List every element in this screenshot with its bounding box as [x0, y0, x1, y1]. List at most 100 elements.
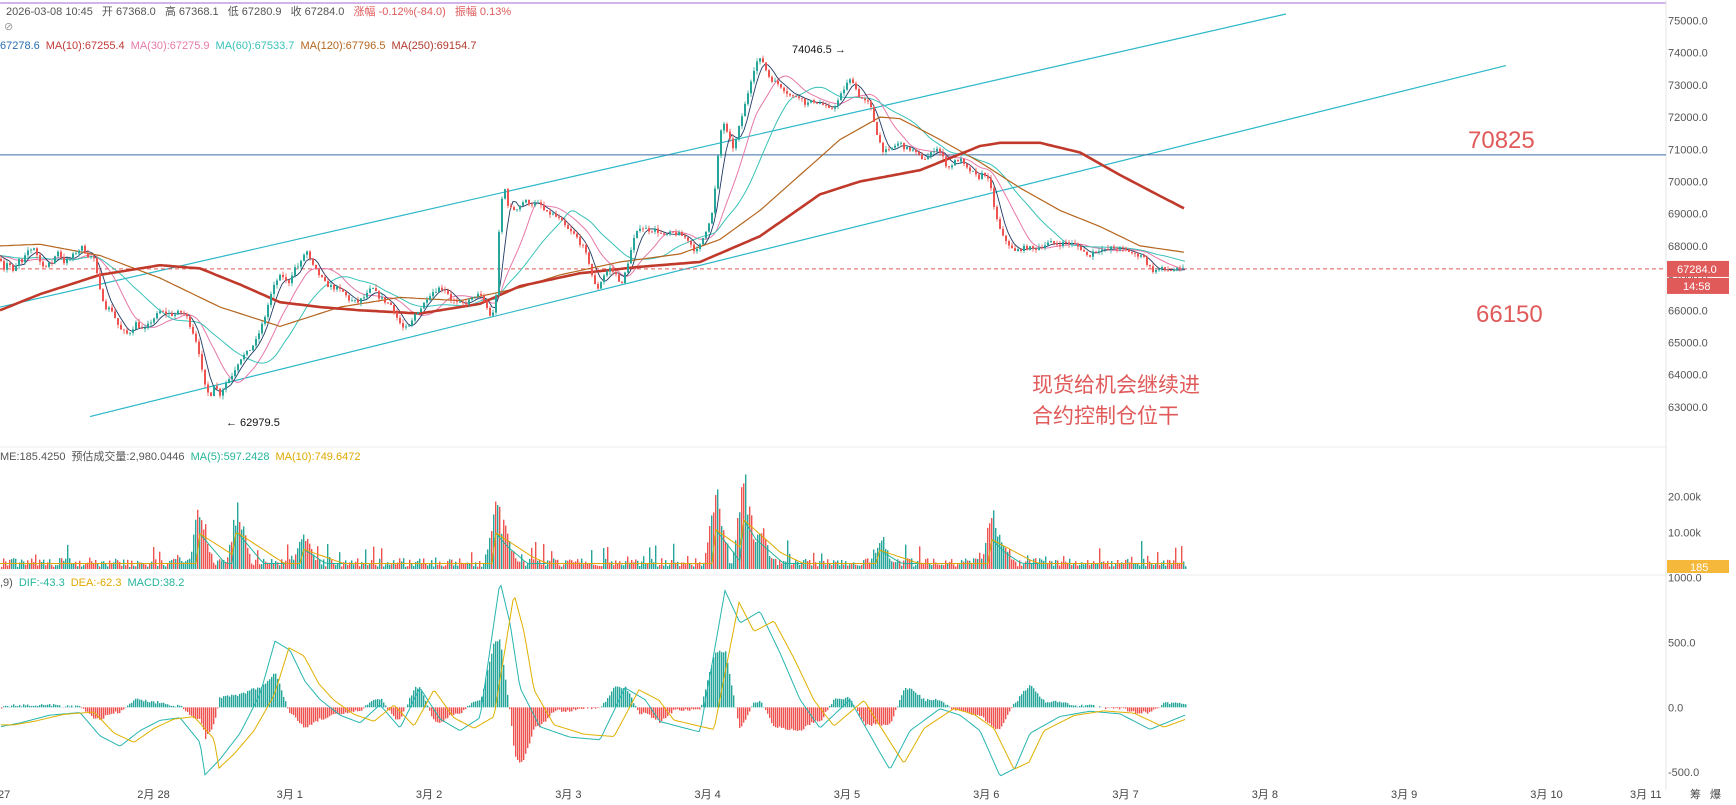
- volume-bar: [931, 564, 933, 569]
- volume-bar: [659, 564, 661, 569]
- volume-bar: [131, 560, 133, 569]
- macd-histogram-bar: [361, 707, 363, 711]
- macd-histogram-bar: [987, 707, 989, 723]
- macd-histogram-bar: [821, 707, 823, 721]
- macd-histogram-bar: [915, 692, 917, 708]
- candle-body: [150, 322, 152, 324]
- volume-bar: [1029, 560, 1031, 569]
- volume-bar: [561, 566, 563, 569]
- macd-histogram-bar: [677, 707, 679, 710]
- volume-bar: [1093, 561, 1095, 569]
- volume-bar: [1183, 561, 1185, 569]
- candle-body: [123, 329, 125, 331]
- candle-body: [828, 105, 830, 108]
- macd-histogram-bar: [1009, 707, 1011, 712]
- countdown-value: 14:58: [1683, 281, 1711, 293]
- macd-histogram-bar: [831, 703, 833, 708]
- candle-body: [567, 225, 569, 229]
- volume-bar: [127, 559, 129, 569]
- macd-histogram-bar: [573, 707, 575, 710]
- volume-bar: [361, 562, 363, 569]
- macd-histogram-bar: [881, 707, 883, 726]
- macd-histogram-bar: [455, 707, 457, 714]
- volume-bar: [945, 560, 947, 569]
- macd-histogram-bar: [775, 707, 777, 728]
- macd-histogram-bar: [397, 707, 399, 720]
- macd-histogram-bar: [967, 707, 969, 713]
- macd-histogram-bar: [563, 707, 565, 712]
- volume-bar: [47, 562, 49, 569]
- volume-bar: [547, 560, 549, 569]
- volume-bar: [55, 565, 57, 569]
- volume-bar: [1137, 563, 1139, 569]
- candle-body: [294, 267, 296, 276]
- volume-bar: [633, 562, 635, 569]
- candle-body: [81, 245, 83, 251]
- candle-body: [1029, 246, 1031, 250]
- volume-bar: [247, 547, 249, 569]
- candle-body: [867, 100, 869, 102]
- candle-body: [1047, 242, 1049, 246]
- volume-bar: [75, 561, 77, 569]
- macd-histogram-bar: [119, 707, 121, 714]
- macd-histogram-bar: [147, 701, 149, 708]
- macd-histogram-bar: [539, 707, 541, 728]
- macd-histogram-bar: [191, 707, 193, 716]
- candle-body: [684, 235, 686, 238]
- macd-histogram-bar: [151, 701, 153, 708]
- channel-lower-line: [89, 64, 1507, 418]
- candle-body: [624, 272, 626, 283]
- volume-bar: [1125, 559, 1127, 569]
- macd-histogram-bar: [655, 707, 657, 720]
- volume-bar: [1103, 561, 1105, 569]
- macd-tick-label: -500.0: [1668, 767, 1699, 779]
- candle-body: [612, 267, 614, 272]
- volume-bar: [527, 563, 529, 569]
- macd-histogram-bar: [939, 700, 941, 708]
- candle-body: [681, 232, 683, 236]
- macd-histogram-bar: [773, 707, 775, 727]
- macd-histogram-bar: [1065, 702, 1067, 708]
- volume-bar: [249, 553, 251, 569]
- candle-body: [900, 142, 902, 144]
- macd-histogram-bar: [611, 691, 613, 708]
- volume-bar: [993, 510, 995, 569]
- candle-body: [777, 80, 779, 85]
- volume-bar: [393, 560, 395, 569]
- candle-body: [186, 313, 188, 317]
- candle-body: [669, 231, 671, 235]
- candle-body: [267, 304, 269, 317]
- candle-body: [843, 89, 845, 94]
- volume-bar: [105, 562, 107, 569]
- macd-histogram-bar: [981, 707, 983, 717]
- volume-bar: [1107, 560, 1109, 569]
- price-tick-label: 65000.0: [1668, 337, 1708, 349]
- macd-histogram-bar: [145, 699, 147, 708]
- candle-body: [261, 323, 263, 334]
- volume-bar: [461, 562, 463, 569]
- macd-histogram-bar: [445, 707, 447, 719]
- candle-body: [1071, 242, 1073, 245]
- candle-body: [213, 386, 215, 397]
- macd-histogram-bar: [185, 707, 187, 712]
- volume-bar: [1169, 559, 1171, 569]
- volume-bar: [759, 533, 761, 569]
- volume-bar: [53, 566, 55, 569]
- volume-bar: [387, 562, 389, 569]
- volume-bar: [789, 553, 791, 569]
- volume-bar: [1005, 547, 1007, 569]
- volume-bar: [675, 562, 677, 569]
- macd-histogram-bar: [251, 688, 253, 708]
- candle-body: [627, 263, 629, 273]
- candle-body: [381, 297, 383, 299]
- candle-body: [375, 288, 377, 292]
- settings-icon[interactable]: ⊘: [4, 21, 14, 33]
- candle-body: [723, 123, 725, 131]
- volume-bar: [27, 560, 29, 569]
- volume-bar: [231, 541, 233, 569]
- candle-body: [15, 265, 17, 272]
- macd-histogram-bar: [349, 707, 351, 713]
- candle-body: [69, 258, 71, 260]
- macd-histogram-bar: [471, 702, 473, 708]
